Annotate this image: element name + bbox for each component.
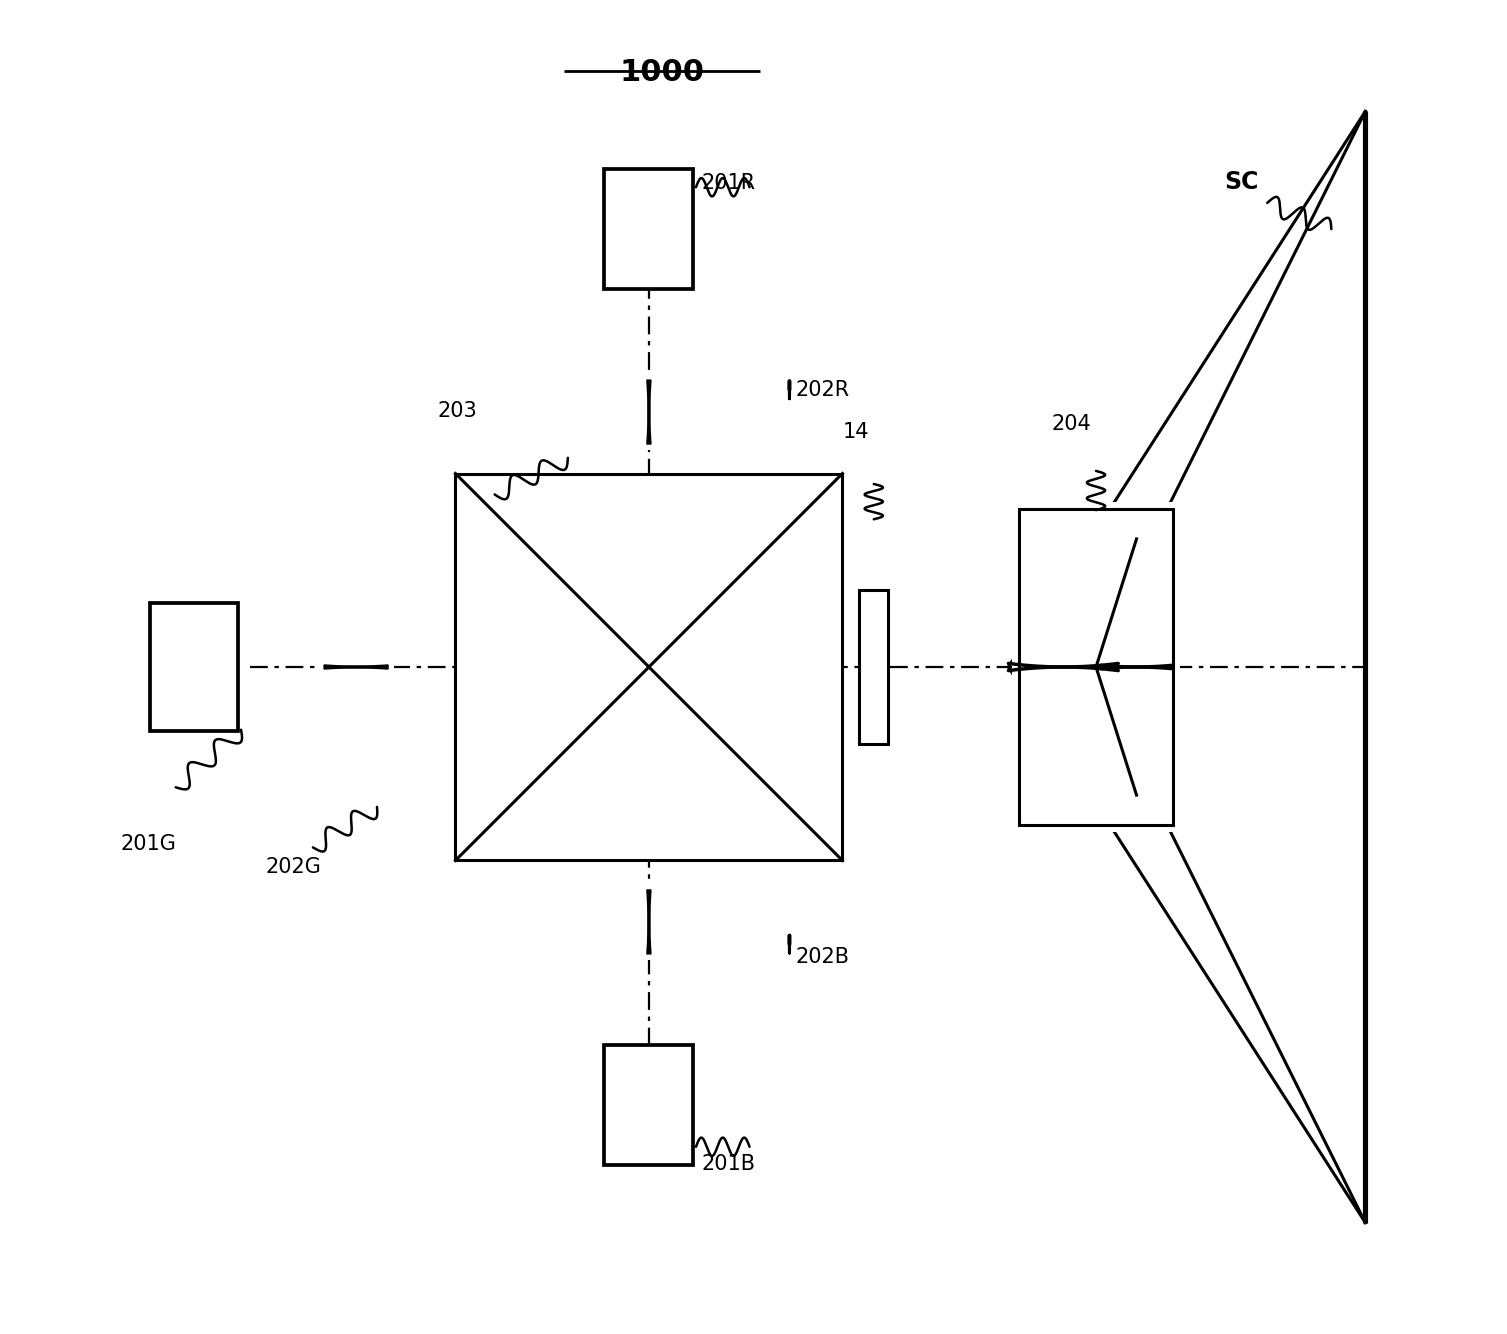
Text: 204: 204 xyxy=(1052,415,1091,435)
Text: 14: 14 xyxy=(842,422,868,442)
Text: 202G: 202G xyxy=(265,856,322,876)
Bar xyxy=(604,169,693,289)
Bar xyxy=(1019,508,1172,826)
Bar xyxy=(604,1045,693,1165)
Bar xyxy=(859,590,888,744)
Text: 201G: 201G xyxy=(121,834,176,854)
Text: 203: 203 xyxy=(437,402,476,422)
Text: 201B: 201B xyxy=(701,1154,755,1174)
Bar xyxy=(505,374,793,450)
Text: 202R: 202R xyxy=(796,380,850,400)
Text: 1000: 1000 xyxy=(619,57,704,87)
Bar xyxy=(1013,503,1180,831)
Text: 201R: 201R xyxy=(701,173,755,193)
Text: 202B: 202B xyxy=(796,947,850,967)
Bar xyxy=(505,884,793,960)
Bar xyxy=(149,603,238,731)
Bar xyxy=(455,474,842,860)
Text: SC: SC xyxy=(1224,169,1258,193)
Bar xyxy=(318,523,393,811)
